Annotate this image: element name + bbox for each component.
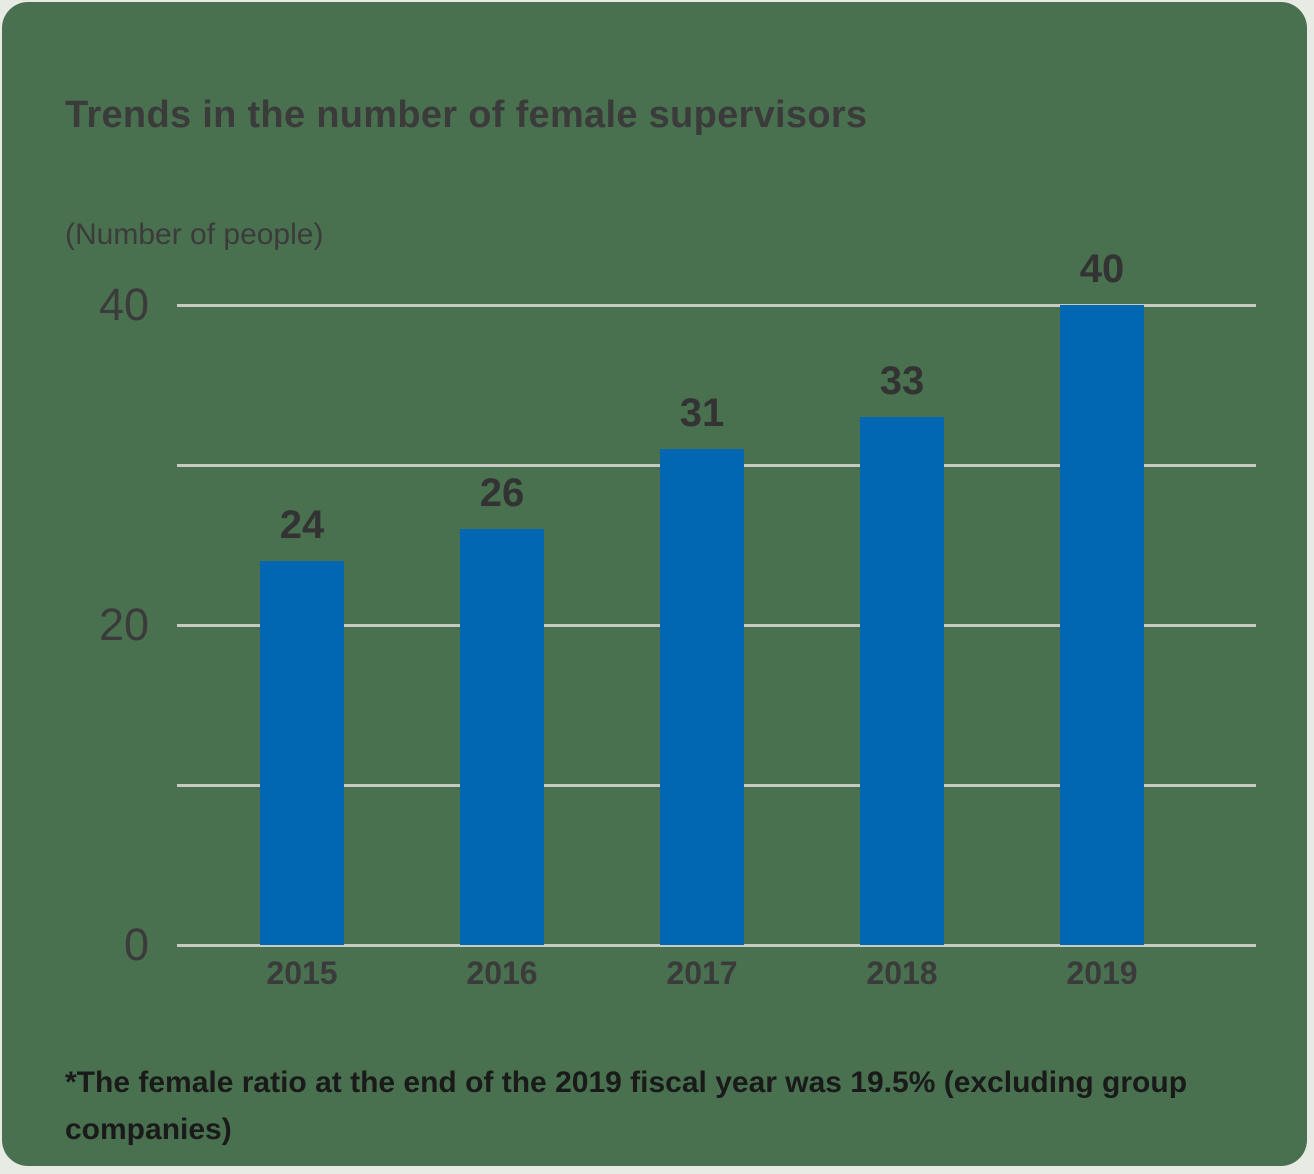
x-axis-label-2015: 2015: [266, 955, 338, 991]
gridline-y-40: [177, 304, 1256, 307]
gridline-y-0: [177, 944, 1256, 947]
x-axis-label-2016: 2016: [466, 955, 538, 991]
bar-2018: [860, 417, 944, 945]
y-tick-label-40: 40: [98, 279, 149, 330]
bar-2019: [1060, 305, 1144, 945]
y-tick-label-0: 0: [123, 919, 149, 970]
bar-2016: [460, 529, 544, 945]
bar-value-label-2019: 40: [1079, 247, 1125, 291]
bar-value-label-2017: 31: [679, 391, 725, 435]
bar-2015: [260, 561, 344, 945]
bar-value-label-2016: 26: [479, 471, 525, 515]
x-axis-label-2018: 2018: [866, 955, 938, 991]
x-axis-label-2017: 2017: [666, 955, 738, 991]
bar-value-label-2018: 33: [879, 359, 925, 403]
x-axis-label-2019: 2019: [1066, 955, 1138, 991]
y-axis-unit-label: (Number of people): [65, 218, 324, 251]
footnote: *The female ratio at the end of the 2019…: [65, 1066, 1188, 1146]
chart-title: Trends in the number of female superviso…: [65, 94, 868, 136]
y-tick-label-20: 20: [98, 599, 149, 650]
bar-2017: [660, 449, 744, 945]
bar-value-label-2015: 24: [279, 503, 325, 547]
